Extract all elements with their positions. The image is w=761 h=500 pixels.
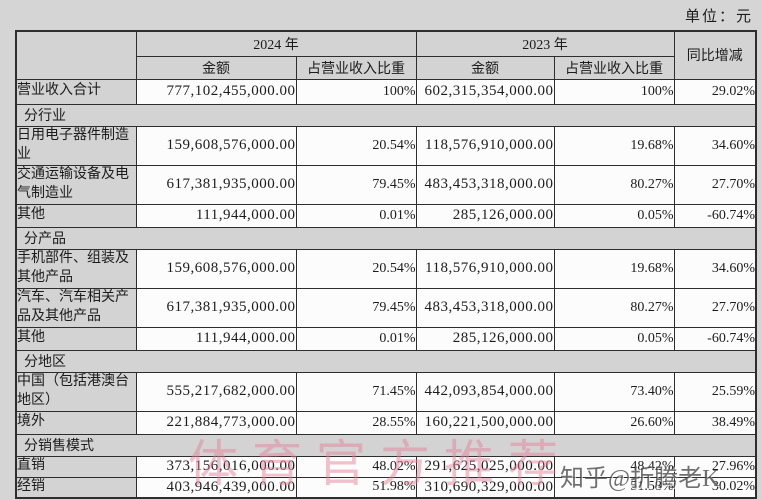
table-row: 手机部件、组装及其他产品 159,608,576,000.00 20.54% 118,… bbox=[15, 248, 757, 289]
share-2023: 0.05% bbox=[553, 326, 675, 351]
share-2024: 71.45% bbox=[295, 371, 417, 412]
table-row: 日用电子器件制造业 159,608,576,000.00 20.54% 118,576… bbox=[15, 125, 757, 166]
amount-2023: 291,625,025,000.00 bbox=[415, 455, 555, 478]
table-row: 境外 221,884,773,000.00 28.55% 160,221,500,00… bbox=[15, 410, 757, 435]
share-2024: 79.45% bbox=[295, 164, 417, 205]
year-2024-header: 2024 年 bbox=[135, 30, 417, 57]
table-row: 其他 111,944,000.00 0.01% 285,126,000.00 0.05%… bbox=[15, 326, 757, 351]
share-2023: 0.05% bbox=[553, 203, 675, 228]
share-2024: 20.54% bbox=[295, 248, 417, 289]
table-row: 中国（包括港澳台地区） 555,217,682,000.00 71.45% 442,0… bbox=[15, 371, 757, 412]
row-label: 汽车、汽车相关产品及其他产品 bbox=[15, 287, 137, 328]
table-row: 经销 403,946,439,000.00 51.98% 310,690,329,00… bbox=[15, 476, 757, 499]
section-label: 分销售模式 bbox=[15, 433, 757, 457]
amount-2023: 285,126,000.00 bbox=[415, 203, 555, 228]
yoy-value: 27.70% bbox=[673, 164, 757, 205]
table-row: 交通运输设备及电气制造业 617,381,935,000.00 79.45% 483,… bbox=[15, 164, 757, 205]
amount-2023: 285,126,000.00 bbox=[415, 326, 555, 351]
yoy-value: -60.74% bbox=[673, 203, 757, 228]
share-2023: 51.58% bbox=[553, 476, 675, 499]
share-2023: 19.68% bbox=[553, 125, 675, 166]
share-2023: 19.68% bbox=[553, 248, 675, 289]
yoy-value: 27.70% bbox=[673, 287, 757, 328]
yoy-value: 30.02% bbox=[673, 476, 757, 499]
amount-2024: 617,381,935,000.00 bbox=[135, 164, 297, 205]
amount-2024: 159,608,576,000.00 bbox=[135, 248, 297, 289]
amount-2023-header: 金额 bbox=[415, 55, 555, 80]
share-2024: 0.01% bbox=[295, 326, 417, 351]
yoy-value: 25.59% bbox=[673, 371, 757, 412]
share-2023-header: 占营业收入比重 bbox=[553, 55, 675, 80]
share-2024: 48.02% bbox=[295, 455, 417, 478]
share-2024: 28.55% bbox=[295, 410, 417, 435]
amount-2024: 159,608,576,000.00 bbox=[135, 125, 297, 166]
section-row: 分地区 bbox=[15, 349, 757, 373]
share-2024: 0.01% bbox=[295, 203, 417, 228]
row-label: 营业收入合计 bbox=[15, 78, 137, 105]
row-label: 其他 bbox=[15, 326, 137, 351]
yoy-value: 27.96% bbox=[673, 455, 757, 478]
share-2024: 100% bbox=[295, 78, 417, 105]
sub-header-row: 金额 占营业收入比重 金额 占营业收入比重 bbox=[16, 55, 756, 80]
row-label: 直销 bbox=[15, 455, 137, 478]
year-2023-header: 2023 年 bbox=[415, 30, 675, 57]
share-2024: 20.54% bbox=[295, 125, 417, 166]
row-label: 境外 bbox=[15, 410, 137, 435]
yoy-value: 29.02% bbox=[673, 78, 757, 105]
row-label: 其他 bbox=[15, 203, 137, 228]
amount-2024: 403,946,439,000.00 bbox=[135, 476, 297, 499]
amount-2024: 111,944,000.00 bbox=[135, 203, 297, 228]
amount-2024: 111,944,000.00 bbox=[135, 326, 297, 351]
amount-2023: 160,221,500,000.00 bbox=[415, 410, 555, 435]
row-label: 交通运输设备及电气制造业 bbox=[15, 164, 137, 205]
row-label: 中国（包括港澳台地区） bbox=[15, 371, 137, 412]
share-2023: 80.27% bbox=[553, 287, 675, 328]
corner-cell bbox=[15, 30, 137, 80]
yoy-value: 34.60% bbox=[673, 125, 757, 166]
unit-label: 单位：元 bbox=[684, 9, 753, 25]
table-row: 其他 111,944,000.00 0.01% 285,126,000.00 0.05%… bbox=[15, 203, 757, 228]
amount-2023: 483,453,318,000.00 bbox=[415, 287, 555, 328]
row-label: 日用电子器件制造业 bbox=[15, 125, 137, 166]
share-2024: 79.45% bbox=[295, 287, 417, 328]
section-row: 分产品 bbox=[15, 226, 757, 250]
amount-2023: 118,576,910,000.00 bbox=[415, 248, 555, 289]
section-label: 分行业 bbox=[15, 103, 757, 127]
share-2023: 26.60% bbox=[553, 410, 675, 435]
year-header-row: 2024 年 2023 年 同比增减 bbox=[15, 30, 757, 80]
yoy-value: 38.49% bbox=[673, 410, 757, 435]
amount-2024: 777,102,455,000.00 bbox=[135, 78, 297, 105]
amount-2024: 617,381,935,000.00 bbox=[135, 287, 297, 328]
share-2024-header: 占营业收入比重 bbox=[295, 55, 417, 80]
table-row: 直销 373,156,016,000.00 48.02% 291,625,025,00… bbox=[15, 455, 757, 478]
revenue-breakdown-table: 2024 年 2023 年 同比增减 金额 占营业收入比重 金额 占营业收入比重… bbox=[15, 30, 757, 499]
share-2023: 100% bbox=[553, 78, 675, 105]
amount-2023: 483,453,318,000.00 bbox=[415, 164, 555, 205]
share-2023: 48.42% bbox=[553, 455, 675, 478]
row-label: 手机部件、组装及其他产品 bbox=[15, 248, 137, 289]
amount-2024-header: 金额 bbox=[135, 55, 297, 80]
yoy-header: 同比增减 bbox=[673, 30, 757, 80]
share-2023: 73.40% bbox=[553, 371, 675, 412]
section-label: 分地区 bbox=[15, 349, 757, 373]
amount-2024: 555,217,682,000.00 bbox=[135, 371, 297, 412]
section-row: 分行业 bbox=[15, 103, 757, 127]
share-2024: 51.98% bbox=[295, 476, 417, 499]
section-row: 分销售模式 bbox=[15, 433, 757, 457]
row-label: 经销 bbox=[15, 476, 137, 499]
amount-2023: 310,690,329,000.00 bbox=[415, 476, 555, 499]
amount-2024: 373,156,016,000.00 bbox=[135, 455, 297, 478]
amount-2023: 118,576,910,000.00 bbox=[415, 125, 555, 166]
share-2023: 80.27% bbox=[553, 164, 675, 205]
yoy-value: 34.60% bbox=[673, 248, 757, 289]
amount-2024: 221,884,773,000.00 bbox=[135, 410, 297, 435]
amount-2023: 442,093,854,000.00 bbox=[415, 371, 555, 412]
amount-2023: 602,315,354,000.00 bbox=[415, 78, 555, 105]
table-row: 汽车、汽车相关产品及其他产品 617,381,935,000.00 79.45% 48… bbox=[15, 287, 757, 328]
yoy-value: -60.74% bbox=[673, 326, 757, 351]
section-label: 分产品 bbox=[15, 226, 757, 250]
table-row: 营业收入合计 777,102,455,000.00 100% 602,315,354,… bbox=[15, 78, 757, 105]
